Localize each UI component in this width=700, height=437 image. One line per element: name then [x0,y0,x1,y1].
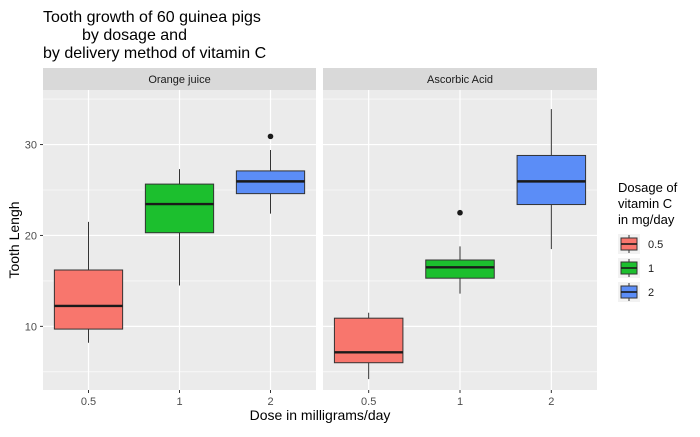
box-body [425,259,495,279]
box-ascorbic-acid-dose-1 [425,209,495,294]
box-ascorbic-acid-dose-0.5 [333,312,404,380]
legend-title-line: vitamin C [618,196,672,211]
box-orange-juice-dose-0.5 [53,221,124,343]
y-tick-label: 30 [25,140,37,152]
facet-strip [43,68,316,90]
x-tick-label: 1 [457,396,463,408]
box-body [144,183,215,234]
x-tick-label: 0.5 [361,396,376,408]
outlier-point [267,133,274,140]
x-tick-label: 0.5 [81,396,96,408]
chart-title-line: by dosage and [82,27,187,44]
facet-strip-label: Ascorbic Acid [427,74,493,86]
x-tick-label: 2 [548,396,554,408]
legend-title-line: Dosage of [618,180,678,195]
legend-entry-label: 2 [648,287,654,299]
facet-strip [323,68,597,90]
y-axis-label: Tooth Lengh [6,201,22,278]
x-tick-label: 1 [176,396,182,408]
box-body [333,317,404,364]
legend-entry-label: 1 [648,263,654,275]
box-orange-juice-dose-2 [235,133,306,214]
chart-title-line: by delivery method of vitamin C [43,45,266,62]
legend-entry-label: 0.5 [648,239,663,251]
y-tick-label: 20 [25,230,37,242]
box-body [53,269,124,330]
legend-item-1: 1 [618,258,654,278]
y-tick-label: 10 [25,321,37,333]
box-ascorbic-acid-dose-2 [516,109,587,250]
legend-item-2: 2 [618,282,654,302]
outlier-point [457,209,463,216]
box-orange-juice-dose-1 [144,169,215,286]
legend-title-line: in mg/day [618,212,675,227]
chart-title-line: Tooth growth of 60 guinea pigs [43,9,261,26]
x-axis-label: Dose in milligrams/day [250,407,391,423]
legend-item-0.5: 0.5 [618,234,663,254]
facet-strip-label: Orange juice [148,74,210,86]
x-tick-label: 2 [267,396,273,408]
box-body [516,154,587,206]
